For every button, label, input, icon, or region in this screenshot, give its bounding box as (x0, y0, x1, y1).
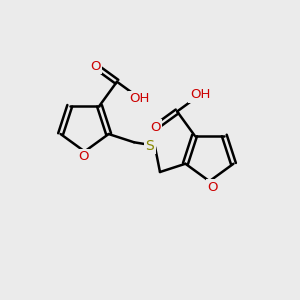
Text: O: O (150, 121, 161, 134)
Text: O: O (90, 59, 101, 73)
Text: O: O (207, 181, 218, 194)
Text: S: S (146, 139, 154, 152)
Text: O: O (78, 150, 88, 163)
Text: OH: OH (130, 92, 150, 105)
Text: OH: OH (190, 88, 210, 101)
